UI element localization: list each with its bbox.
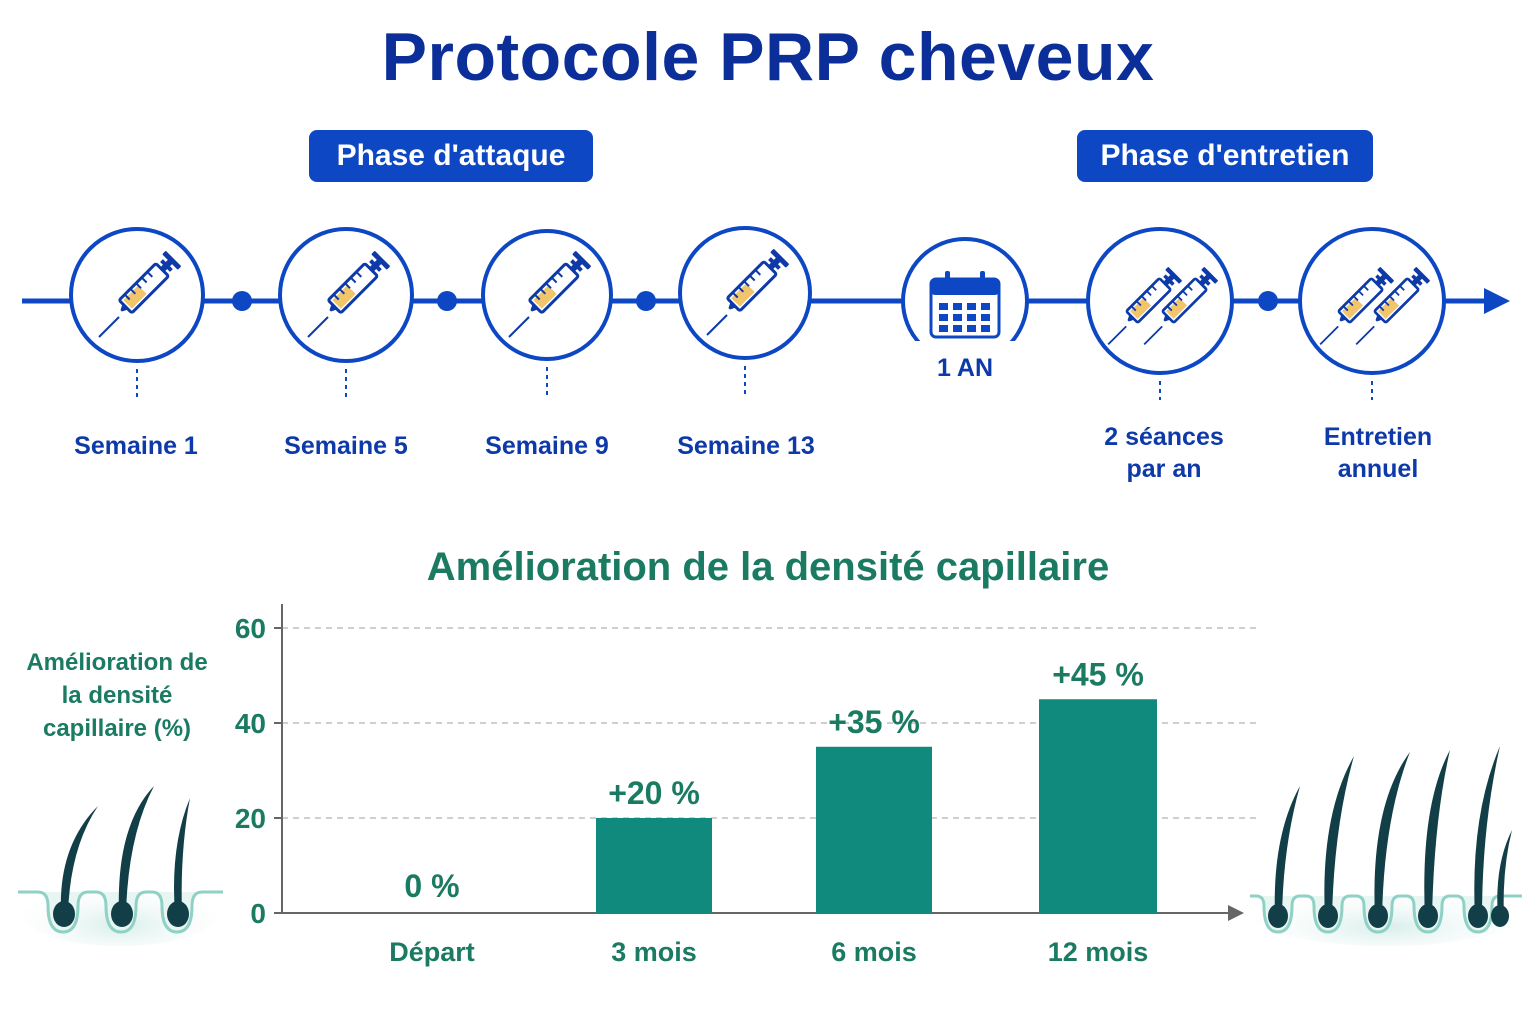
page-title: Protocole PRP cheveux [381, 19, 1155, 95]
chart-y-tick-label: 20 [235, 803, 266, 834]
timeline-connector-dot [232, 291, 252, 311]
chart-x-tick-label: 6 mois [831, 937, 917, 967]
chart-y-tick-label: 40 [235, 708, 266, 739]
chart-x-axis-arrow [1228, 905, 1244, 921]
protocol-timeline: 1 AN [22, 226, 1510, 400]
phase-maintenance-badge: Phase d'entretien [1077, 130, 1373, 182]
dense-hair-icon [1250, 746, 1522, 946]
chart-bar [816, 746, 932, 913]
chart-y-tick-label: 0 [250, 898, 266, 929]
timeline-label-annual: Entretien annuel [1323, 423, 1433, 483]
timeline-arrow-head [1484, 288, 1510, 314]
timeline-label-semaine-9: Semaine 9 [485, 432, 609, 460]
chart-data-label: +45 % [1052, 656, 1144, 692]
chart-data-label: +20 % [608, 775, 700, 811]
sparse-hair-icon [18, 786, 223, 946]
chart-data-label: 0 % [404, 868, 459, 904]
chart-x-tick-label: 3 mois [611, 937, 697, 967]
timeline-connector-dot [1258, 291, 1278, 311]
calendar-icon [929, 271, 1001, 339]
calendar-label: 1 AN [937, 354, 993, 382]
chart-bar [1039, 699, 1157, 913]
chart-x-tick-label: Départ [389, 937, 475, 967]
timeline-connector-dot [437, 291, 457, 311]
chart-y-axis-label: Amélioration de la densité capillaire (%… [26, 649, 208, 742]
phase-attack-badge: Phase d'attaque [309, 130, 593, 182]
timeline-label-semaine-13: Semaine 13 [677, 432, 815, 460]
chart-data-label: +35 % [828, 704, 920, 740]
chart-y-tick-label: 60 [235, 613, 266, 644]
chart-x-tick-label: 12 mois [1048, 937, 1149, 967]
chart-bar [596, 818, 712, 913]
timeline-label-two-sessions: 2 séances par an [1104, 423, 1224, 483]
chart-title: Amélioration de la densité capillaire [426, 545, 1110, 589]
timeline-label-semaine-5: Semaine 5 [284, 432, 408, 460]
timeline-connector-dot [636, 291, 656, 311]
timeline-label-semaine-1: Semaine 1 [74, 432, 198, 460]
